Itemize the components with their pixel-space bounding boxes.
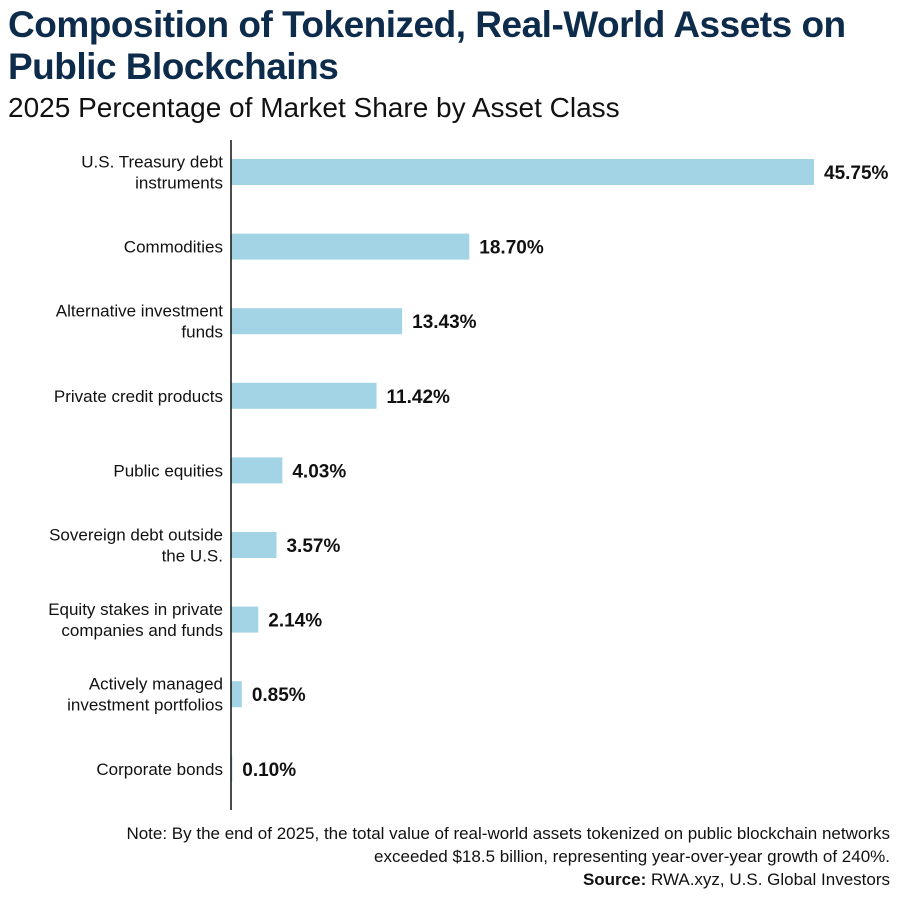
category-label-0: U.S. Treasury debt instruments (81, 153, 223, 193)
chart-subtitle: 2025 Percentage of Market Share by Asset… (8, 92, 620, 123)
value-label-3: 11.42% (387, 387, 450, 408)
category-label-line: the U.S. (162, 547, 223, 566)
source-text: RWA.xyz, U.S. Global Investors (646, 870, 890, 889)
value-label-7: 0.85% (252, 685, 306, 706)
category-label-6: Equity stakes in private companies and fu… (48, 600, 223, 640)
value-label-0: 45.75% (824, 163, 889, 184)
value-label-1: 18.70% (479, 238, 544, 259)
chart-title: Composition of Tokenized, Real-World Ass… (8, 4, 846, 87)
value-label-2: 13.43% (412, 312, 477, 333)
bar-7 (231, 681, 242, 708)
category-label-line: Actively managed (89, 675, 223, 694)
footnote: Note: By the end of 2025, the total valu… (10, 822, 890, 868)
labels-layer: 45.75% U.S. Treasury debt instruments 18.70… (48, 153, 888, 781)
category-label-line: Commodities (124, 238, 223, 257)
category-label-line: Public equities (113, 461, 223, 480)
category-label-3: Private credit products (54, 387, 223, 406)
category-label-line: Private credit products (54, 387, 223, 406)
category-label-line: funds (181, 323, 223, 342)
category-label-line: instruments (135, 174, 223, 193)
category-label-4: Public equities (113, 461, 223, 480)
category-label-line: U.S. Treasury debt (81, 153, 223, 172)
value-label-8: 0.10% (242, 760, 296, 781)
value-label-4: 4.03% (292, 461, 346, 482)
bar-5 (231, 532, 277, 558)
category-label-line: investment portfolios (67, 696, 223, 715)
bar-3 (231, 382, 377, 409)
source-label: Source: (582, 870, 647, 889)
category-label-line: companies and funds (61, 621, 223, 640)
category-label-2: Alternative investment funds (56, 302, 224, 342)
category-label-line: Sovereign debt outside (49, 526, 223, 545)
footnote-line-1: Note: By the end of 2025, the total valu… (126, 824, 890, 843)
bar-6 (231, 606, 259, 633)
category-label-1: Commodities (124, 238, 223, 257)
category-label-line: Alternative investment (56, 302, 224, 321)
category-label-8: Corporate bonds (96, 760, 223, 779)
bars-layer (231, 159, 814, 782)
category-label-7: Actively managed investment portfolios (67, 675, 223, 715)
category-label-line: Equity stakes in private (48, 600, 223, 619)
value-label-5: 3.57% (286, 536, 340, 557)
bar-4 (231, 457, 283, 484)
value-label-6: 2.14% (268, 611, 322, 632)
category-label-5: Sovereign debt outside the U.S. (49, 526, 223, 566)
footnote-line-2: exceeded $18.5 billion, representing yea… (374, 847, 890, 866)
bar-2 (231, 308, 403, 335)
source-line: Source: RWA.xyz, U.S. Global Investors (583, 868, 890, 891)
category-label-line: Corporate bonds (96, 760, 223, 779)
bar-0 (231, 159, 814, 185)
bar-1 (231, 233, 470, 260)
